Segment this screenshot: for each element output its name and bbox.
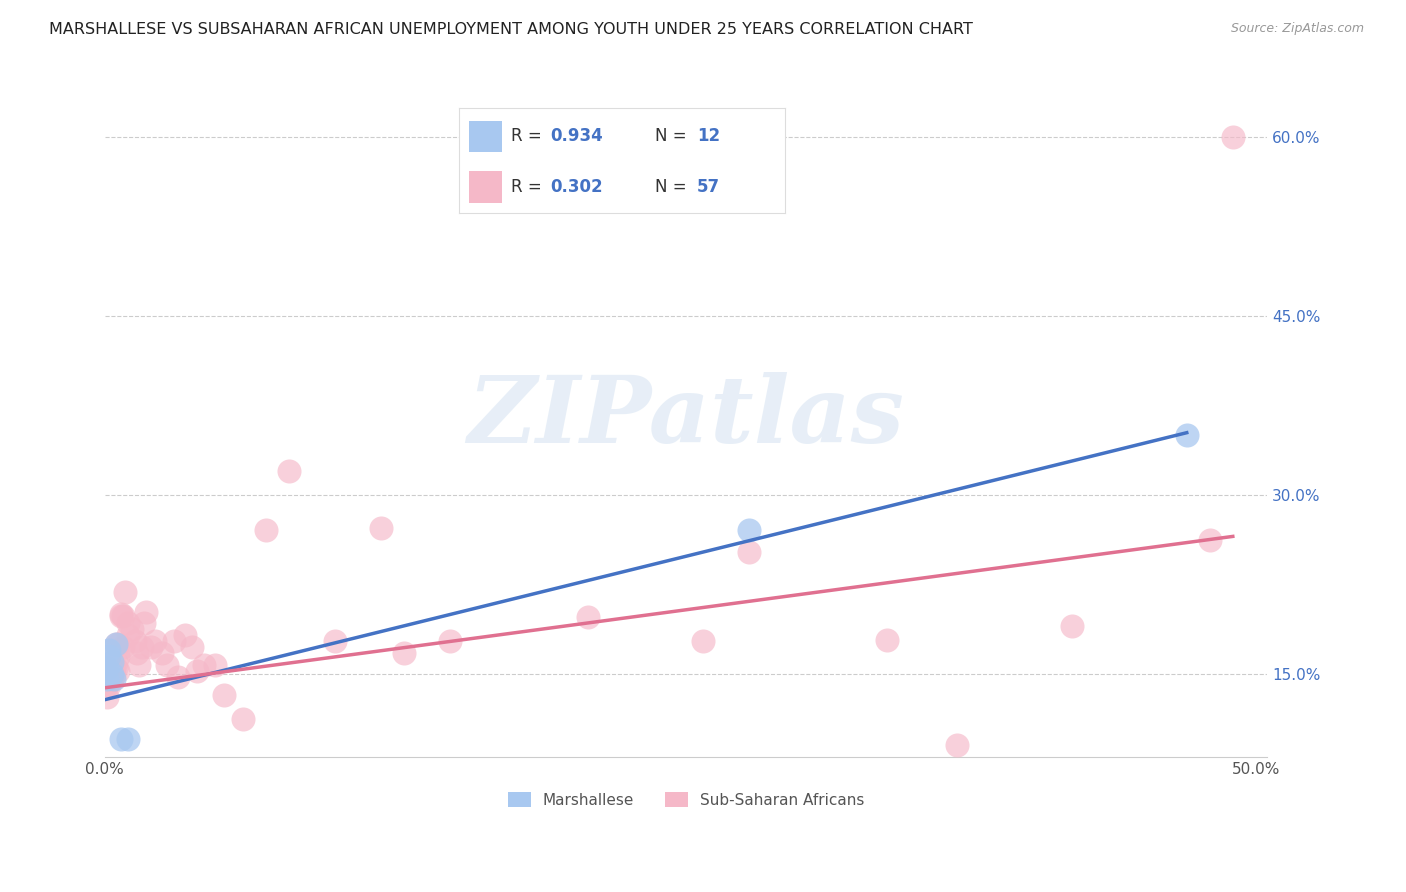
Point [103, 673, 125, 687]
Point [139, 640, 162, 655]
Point [135, 605, 157, 619]
Point [105, 637, 128, 651]
Point [254, 524, 277, 538]
Point [107, 664, 129, 678]
Point [125, 646, 148, 660]
Point [181, 640, 204, 655]
Point [132, 616, 155, 631]
Text: ZIPatlas: ZIPatlas [468, 372, 904, 462]
Point [105, 660, 128, 674]
Point [100, 666, 122, 681]
Point [98, 678, 121, 692]
Point [117, 628, 139, 642]
Point [167, 670, 190, 684]
Point [1198, 533, 1220, 547]
Point [214, 688, 236, 702]
Point [98, 660, 121, 674]
Point [98, 642, 121, 657]
Point [117, 732, 139, 747]
Point [107, 637, 129, 651]
Point [576, 610, 599, 624]
Point [1060, 619, 1083, 633]
Point [112, 640, 135, 655]
Point [96, 678, 118, 692]
Point [110, 732, 132, 747]
Point [98, 648, 121, 663]
Point [103, 666, 125, 681]
Point [370, 521, 392, 535]
Point [143, 634, 166, 648]
Point [692, 634, 714, 648]
Point [1175, 428, 1198, 442]
Point [323, 634, 346, 648]
Text: MARSHALLESE VS SUBSAHARAN AFRICAN UNEMPLOYMENT AMONG YOUTH UNDER 25 YEARS CORREL: MARSHALLESE VS SUBSAHARAN AFRICAN UNEMPL… [49, 22, 973, 37]
Point [107, 648, 129, 663]
Point [277, 464, 299, 478]
Point [1222, 130, 1244, 145]
Point [100, 642, 122, 657]
Point [156, 658, 179, 673]
Point [232, 712, 254, 726]
Point [100, 655, 122, 669]
Point [103, 660, 125, 674]
Point [112, 609, 135, 624]
Point [186, 664, 208, 678]
Point [117, 616, 139, 631]
Point [945, 738, 967, 752]
Point [738, 545, 761, 559]
Point [98, 673, 121, 687]
Point [193, 658, 215, 673]
Point [738, 524, 761, 538]
Point [96, 660, 118, 674]
Point [114, 585, 136, 599]
Point [121, 623, 143, 637]
Point [105, 655, 128, 669]
Point [204, 658, 226, 673]
Text: Source: ZipAtlas.com: Source: ZipAtlas.com [1230, 22, 1364, 36]
Point [131, 640, 153, 655]
Point [876, 633, 898, 648]
Point [163, 634, 186, 648]
Point [124, 634, 146, 648]
Point [96, 673, 118, 687]
Point [100, 673, 122, 687]
Point [174, 628, 197, 642]
Point [100, 655, 122, 669]
Point [439, 634, 461, 648]
Point [128, 658, 150, 673]
Point [105, 637, 128, 651]
Point [392, 646, 415, 660]
Legend: Marshallese, Sub-Saharan Africans: Marshallese, Sub-Saharan Africans [502, 786, 870, 814]
Point [96, 690, 118, 705]
Point [110, 607, 132, 621]
Point [150, 646, 173, 660]
Point [110, 609, 132, 624]
